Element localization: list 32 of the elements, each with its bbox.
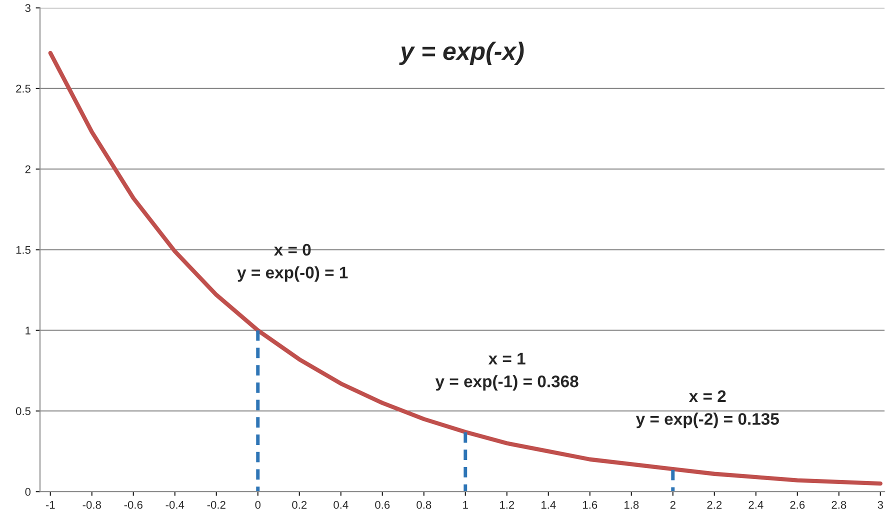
x-tick-label: 2.2	[707, 500, 722, 509]
x-tick-label: -1	[46, 501, 55, 509]
x-tick-label: 0.6	[375, 500, 390, 509]
text: y = exp(-x)	[399, 42, 524, 66]
annotation: x = 1 y = exp(-1) = 0.368	[435, 352, 578, 391]
x-tick-label: 1.4	[542, 501, 556, 509]
annotation: x = 0 y = exp(-0) = 1	[237, 244, 348, 282]
x-tick-label: -0.2	[207, 500, 226, 509]
x-tick-label: 0.2	[292, 500, 307, 509]
y-tick-label: 0	[25, 488, 31, 496]
y-tick-label: 2.5	[16, 84, 31, 93]
x-tick-label: 1.6	[583, 500, 598, 509]
y-tick-label: 1.5	[16, 246, 31, 254]
x-tick-label: 0.8	[416, 500, 432, 509]
x-tick-label: 0	[255, 500, 261, 509]
x-tick-label: 2.8	[832, 500, 846, 509]
x-tick-label: -0.8	[82, 500, 101, 509]
x-tick-label: 1.8	[624, 500, 639, 509]
x-tick-label: 2	[670, 500, 676, 509]
x-tick-label: 2.4	[748, 500, 764, 509]
x-tick-label: 1.2	[500, 500, 514, 509]
y-tick-label: 2	[25, 165, 30, 174]
x-tick-label: 0.4	[334, 500, 348, 509]
y-tick-label: 1	[26, 326, 30, 334]
annotation: x = 2 y = exp(-2) = 0.135	[636, 390, 779, 428]
x-tick-label: -0.6	[124, 500, 142, 509]
x-tick-label: 1	[463, 501, 468, 509]
y-tick-label: 3	[25, 4, 30, 12]
x-tick-label: -0.4	[166, 500, 184, 509]
y-tick-label: 0.5	[16, 407, 31, 416]
x-tick-label: 2.6	[790, 500, 805, 509]
x-tick-label: 3	[878, 500, 884, 509]
